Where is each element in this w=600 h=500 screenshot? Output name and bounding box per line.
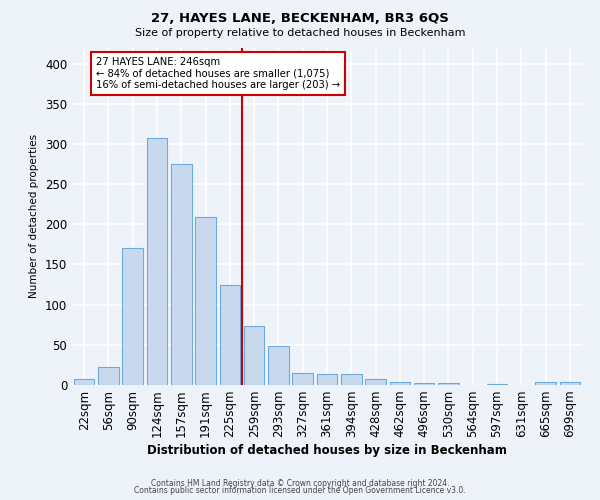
Bar bbox=[438, 384, 459, 385]
Bar bbox=[146, 138, 167, 385]
Text: Contains HM Land Registry data © Crown copyright and database right 2024.: Contains HM Land Registry data © Crown c… bbox=[151, 478, 449, 488]
Text: Contains public sector information licensed under the Open Government Licence v3: Contains public sector information licen… bbox=[134, 486, 466, 495]
Bar bbox=[389, 382, 410, 385]
Bar bbox=[414, 382, 434, 385]
Bar bbox=[220, 284, 240, 385]
Bar bbox=[365, 378, 386, 385]
Bar bbox=[74, 380, 94, 385]
Bar bbox=[560, 382, 580, 385]
Bar bbox=[341, 374, 362, 385]
Bar bbox=[292, 373, 313, 385]
Bar bbox=[268, 346, 289, 385]
Bar bbox=[195, 217, 216, 385]
Bar bbox=[487, 384, 508, 385]
Bar bbox=[535, 382, 556, 385]
X-axis label: Distribution of detached houses by size in Beckenham: Distribution of detached houses by size … bbox=[147, 444, 507, 458]
Y-axis label: Number of detached properties: Number of detached properties bbox=[29, 134, 40, 298]
Text: Size of property relative to detached houses in Beckenham: Size of property relative to detached ho… bbox=[135, 28, 465, 38]
Bar bbox=[317, 374, 337, 385]
Bar bbox=[122, 248, 143, 385]
Text: 27, HAYES LANE, BECKENHAM, BR3 6QS: 27, HAYES LANE, BECKENHAM, BR3 6QS bbox=[151, 12, 449, 26]
Bar bbox=[171, 164, 191, 385]
Bar bbox=[244, 326, 265, 385]
Bar bbox=[98, 368, 119, 385]
Text: 27 HAYES LANE: 246sqm
← 84% of detached houses are smaller (1,075)
16% of semi-d: 27 HAYES LANE: 246sqm ← 84% of detached … bbox=[96, 57, 340, 90]
